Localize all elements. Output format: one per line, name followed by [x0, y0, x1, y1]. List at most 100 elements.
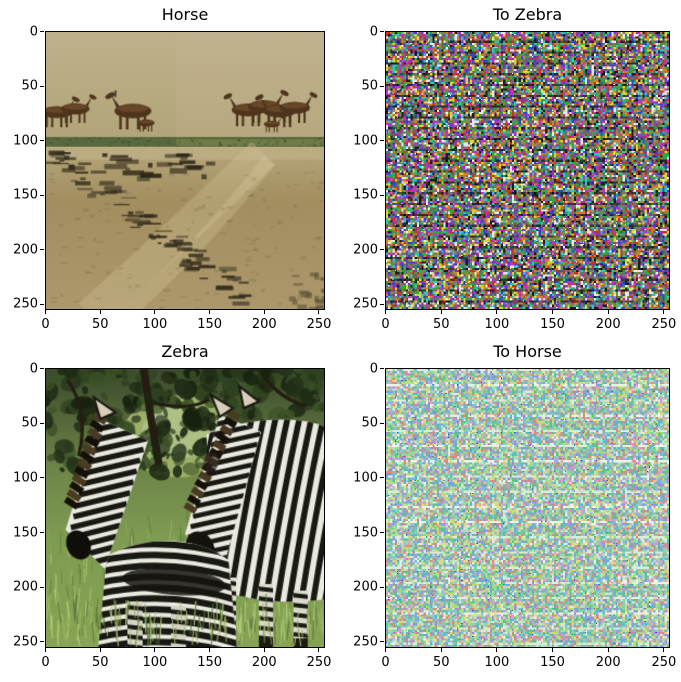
- x-tick-label: 100: [484, 317, 510, 332]
- zebra-photo-image: [46, 369, 324, 647]
- to-zebra-noise-image: [386, 32, 669, 309]
- x-tick-mark: [663, 648, 665, 652]
- x-tick-label: 100: [484, 655, 510, 670]
- x-tick-label: 150: [540, 655, 565, 670]
- y-tick-mark: [40, 140, 44, 142]
- y-tick-label: 0: [29, 361, 38, 377]
- x-tick-mark: [607, 648, 609, 652]
- x-tick-label: 0: [41, 317, 50, 332]
- y-tick-label: 150: [353, 187, 378, 203]
- subplot-horse-title: Horse: [161, 5, 209, 24]
- x-tick-mark: [385, 648, 387, 652]
- x-tick-label: 100: [142, 317, 168, 332]
- subplot-to-horse-title: To Horse: [493, 342, 562, 361]
- x-tick-mark: [45, 648, 47, 652]
- x-tick-mark: [45, 310, 47, 314]
- y-tick-mark: [380, 194, 384, 196]
- y-tick-mark: [40, 368, 44, 370]
- x-tick-label: 150: [197, 655, 223, 670]
- y-tick-label: 100: [353, 133, 378, 149]
- x-tick-mark: [440, 648, 442, 652]
- x-tick-mark: [154, 310, 156, 314]
- x-tick-mark: [552, 648, 554, 652]
- y-tick-mark: [380, 31, 384, 33]
- y-tick-mark: [380, 140, 384, 142]
- y-tick-mark: [40, 477, 44, 479]
- x-tick-label: 150: [540, 317, 565, 332]
- subplot-zebra-title: Zebra: [161, 342, 209, 361]
- y-tick-mark: [380, 477, 384, 479]
- y-tick-mark: [380, 422, 384, 424]
- y-tick-label: 0: [369, 24, 378, 40]
- y-tick-mark: [40, 586, 44, 588]
- subplot-zebra: Zebra 0 0 50 50 100 100 150 150 200 200 250 250: [13, 342, 331, 670]
- x-tick-mark: [209, 310, 211, 314]
- subplot-to-zebra-axes: [385, 31, 670, 310]
- x-tick-mark: [440, 310, 442, 314]
- x-tick-label: 250: [306, 317, 332, 332]
- y-tick-mark: [380, 85, 384, 87]
- x-tick-label: 250: [306, 655, 332, 670]
- x-tick-mark: [209, 648, 211, 652]
- y-tick-mark: [380, 249, 384, 250]
- x-tick-mark: [496, 310, 498, 314]
- to-horse-noise-image: [386, 369, 669, 647]
- x-tick-mark: [263, 310, 265, 314]
- y-tick-mark: [40, 641, 44, 643]
- y-tick-label: 0: [369, 361, 378, 377]
- y-tick-mark: [40, 532, 44, 534]
- x-tick-mark: [385, 310, 387, 314]
- subplot-to-zebra: To Zebra 0 0 50 50 100 100 150 150 200 200 250 250: [353, 5, 676, 332]
- x-tick-mark: [99, 310, 101, 314]
- x-tick-label: 250: [651, 317, 677, 332]
- y-tick-label: 200: [13, 242, 38, 257]
- x-tick-label: 0: [381, 317, 390, 332]
- x-tick-label: 50: [432, 655, 450, 670]
- subplot-horse-axes: [45, 31, 325, 310]
- x-tick-label: 150: [197, 317, 223, 332]
- subplot-to-horse-axes: [385, 368, 670, 648]
- subplot-horse: Horse 0 0 50 50 100 100 150 150 200 200 250 250: [13, 5, 331, 332]
- y-tick-mark: [40, 31, 44, 33]
- y-tick-mark: [40, 303, 44, 305]
- y-tick-label: 50: [361, 415, 378, 431]
- y-tick-mark: [40, 85, 44, 87]
- y-tick-label: 250: [13, 634, 38, 650]
- horse-photo-image: [46, 32, 324, 309]
- y-tick-mark: [40, 422, 44, 424]
- y-tick-label: 250: [353, 634, 378, 650]
- x-tick-label: 50: [91, 655, 109, 670]
- y-tick-mark: [380, 303, 384, 305]
- y-tick-label: 150: [353, 525, 378, 541]
- x-tick-label: 200: [595, 655, 621, 670]
- y-tick-label: 150: [13, 187, 38, 203]
- x-tick-label: 200: [595, 317, 621, 332]
- y-tick-label: 250: [353, 296, 378, 312]
- y-tick-label: 0: [29, 24, 38, 40]
- subplot-zebra-axes: [45, 368, 325, 648]
- x-tick-label: 50: [91, 317, 109, 332]
- y-tick-label: 200: [13, 579, 38, 595]
- subplot-to-zebra-title: To Zebra: [492, 5, 563, 24]
- y-tick-label: 50: [21, 78, 38, 94]
- x-tick-label: 0: [41, 655, 50, 670]
- y-tick-label: 250: [13, 296, 38, 312]
- y-tick-label: 100: [13, 470, 38, 486]
- x-tick-mark: [552, 310, 554, 314]
- y-tick-label: 100: [353, 470, 378, 486]
- x-tick-label: 200: [251, 655, 277, 670]
- y-tick-label: 200: [353, 579, 378, 595]
- x-tick-label: 0: [381, 655, 390, 670]
- y-tick-mark: [40, 194, 44, 196]
- y-tick-label: 200: [353, 242, 378, 257]
- x-tick-mark: [263, 648, 265, 652]
- x-tick-mark: [496, 648, 498, 652]
- x-tick-label: 100: [142, 655, 168, 670]
- x-tick-label: 250: [651, 655, 677, 670]
- y-tick-label: 50: [21, 415, 38, 431]
- x-tick-mark: [318, 310, 320, 314]
- y-tick-mark: [380, 532, 384, 534]
- y-tick-mark: [380, 641, 384, 643]
- y-tick-mark: [40, 249, 44, 250]
